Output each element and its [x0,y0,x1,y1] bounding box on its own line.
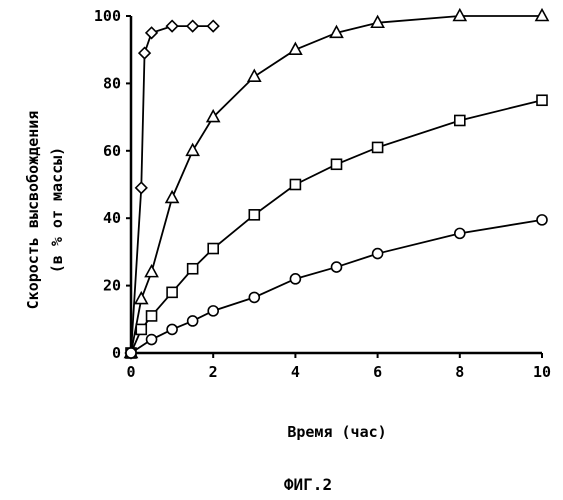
data-point-diamond [167,21,178,32]
axes [131,16,542,353]
data-point-diamond [136,182,147,193]
data-point-square [455,115,465,125]
series-line-square [131,100,542,353]
data-point-triangle [187,144,199,155]
data-point-square [332,159,342,169]
series-line-triangle [131,16,542,353]
x-tick-label: 10 [533,363,551,381]
data-point-circle [188,316,198,326]
data-point-triangle [135,293,147,304]
y-axis-title-line2: (в % от массы) [48,147,66,273]
data-point-square [208,244,218,254]
data-point-circle [537,215,547,225]
y-tick-label: 40 [103,209,121,227]
x-tick-label: 6 [373,363,382,381]
series-line-circle [131,220,542,353]
y-axis-title: Скорость высвобождения (в % от массы) [24,111,66,310]
series-circle [126,215,547,358]
series-group [125,10,548,359]
data-point-square [373,142,383,152]
data-point-diamond [139,48,150,59]
data-point-square [290,180,300,190]
data-point-circle [373,249,383,259]
x-tick-label: 2 [209,363,218,381]
data-point-circle [290,274,300,284]
x-tick-label: 4 [291,363,300,381]
data-point-square [167,287,177,297]
data-point-square [188,264,198,274]
data-point-triangle [146,266,158,277]
data-point-circle [455,228,465,238]
y-tick-label: 0 [112,344,121,362]
data-point-circle [332,262,342,272]
figure-caption: ФИГ.2 [284,475,332,494]
ticks: 0 20 40 60 80 100 0 2 4 6 8 10 [94,7,551,381]
data-point-circle [147,335,157,345]
x-tick-label: 8 [455,363,464,381]
x-axis-title: Время (час) [287,423,386,441]
y-tick-label: 80 [103,74,121,92]
data-point-square [537,95,547,105]
y-tick-label: 60 [103,142,121,160]
data-point-circle [249,292,259,302]
data-point-diamond [208,21,219,32]
y-tick-label: 100 [94,7,121,25]
data-point-triangle [166,191,178,202]
data-point-circle [208,306,218,316]
x-tick-label: 0 [126,363,135,381]
data-point-circle [126,348,136,358]
data-point-triangle [248,70,260,81]
data-point-triangle [454,10,466,21]
y-axis-title-line1: Скорость высвобождения [24,111,42,310]
y-tick-label: 20 [103,277,121,295]
data-point-diamond [187,21,198,32]
data-point-square [136,324,146,334]
data-point-square [249,210,259,220]
data-point-diamond [146,27,157,38]
data-point-square [147,311,157,321]
series-triangle [125,10,548,358]
data-point-circle [167,324,177,334]
data-point-triangle [536,10,548,21]
